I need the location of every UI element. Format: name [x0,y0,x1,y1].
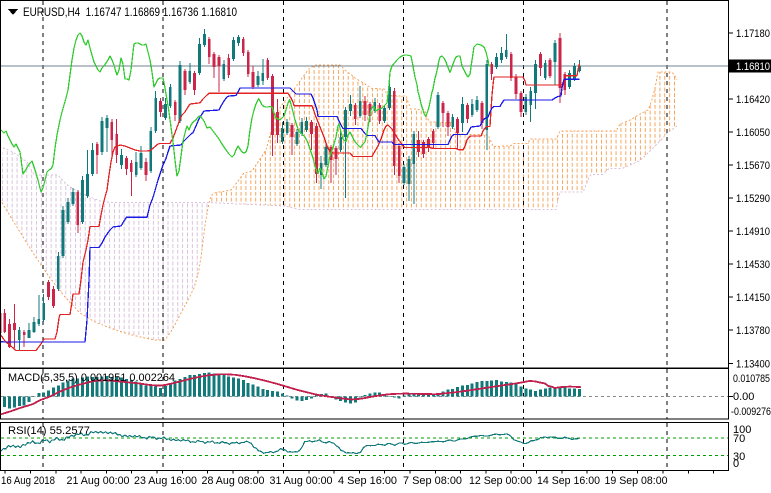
svg-text:RSI(14) 55.2577: RSI(14) 55.2577 [8,425,90,437]
svg-text:1.13780: 1.13780 [736,325,770,337]
svg-text:1.17180: 1.17180 [736,28,770,40]
svg-text:7 Sep 08:00: 7 Sep 08:00 [403,475,462,487]
svg-text:0: 0 [733,458,739,470]
svg-text:1.14150: 1.14150 [736,292,770,304]
svg-text:31 Aug 00:00: 31 Aug 00:00 [270,475,333,487]
svg-text:23 Aug 16:00: 23 Aug 16:00 [134,475,197,487]
svg-text:1.14910: 1.14910 [736,226,770,238]
svg-text:21 Aug 00:00: 21 Aug 00:00 [67,475,130,487]
svg-text:0.00: 0.00 [733,391,754,403]
svg-text:0.010785: 0.010785 [733,373,770,385]
svg-text:4 Sep 16:00: 4 Sep 16:00 [338,475,397,487]
svg-text:100: 100 [733,424,751,436]
svg-text:1.15290: 1.15290 [736,193,770,205]
svg-text:30: 30 [733,451,745,463]
svg-text:1.16050: 1.16050 [736,127,770,139]
svg-text:70: 70 [733,433,745,445]
svg-text:1.16810: 1.16810 [736,61,770,73]
svg-text:1.15670: 1.15670 [736,160,770,172]
svg-text:19 Sep 08:00: 19 Sep 08:00 [605,475,668,487]
svg-text:-0.009276: -0.009276 [731,406,771,418]
svg-text:14 Sep 16:00: 14 Sep 16:00 [537,475,600,487]
svg-text:1.16420: 1.16420 [736,94,770,106]
svg-text:1.14530: 1.14530 [736,259,770,271]
svg-text:1.13400: 1.13400 [736,359,770,371]
svg-text:MACD(5,35,5) 0.001951 0.002264: MACD(5,35,5) 0.001951 0.002264 [8,372,175,384]
svg-text:EURUSD,H4 1.16747 1.16869 1.1: EURUSD,H4 1.16747 1.16869 1.16736 1.1681… [23,5,237,19]
svg-text:28 Aug 08:00: 28 Aug 08:00 [202,475,265,487]
svg-text:12 Sep 00:00: 12 Sep 00:00 [469,475,532,487]
svg-text:16 Aug 2018: 16 Aug 2018 [1,475,55,487]
